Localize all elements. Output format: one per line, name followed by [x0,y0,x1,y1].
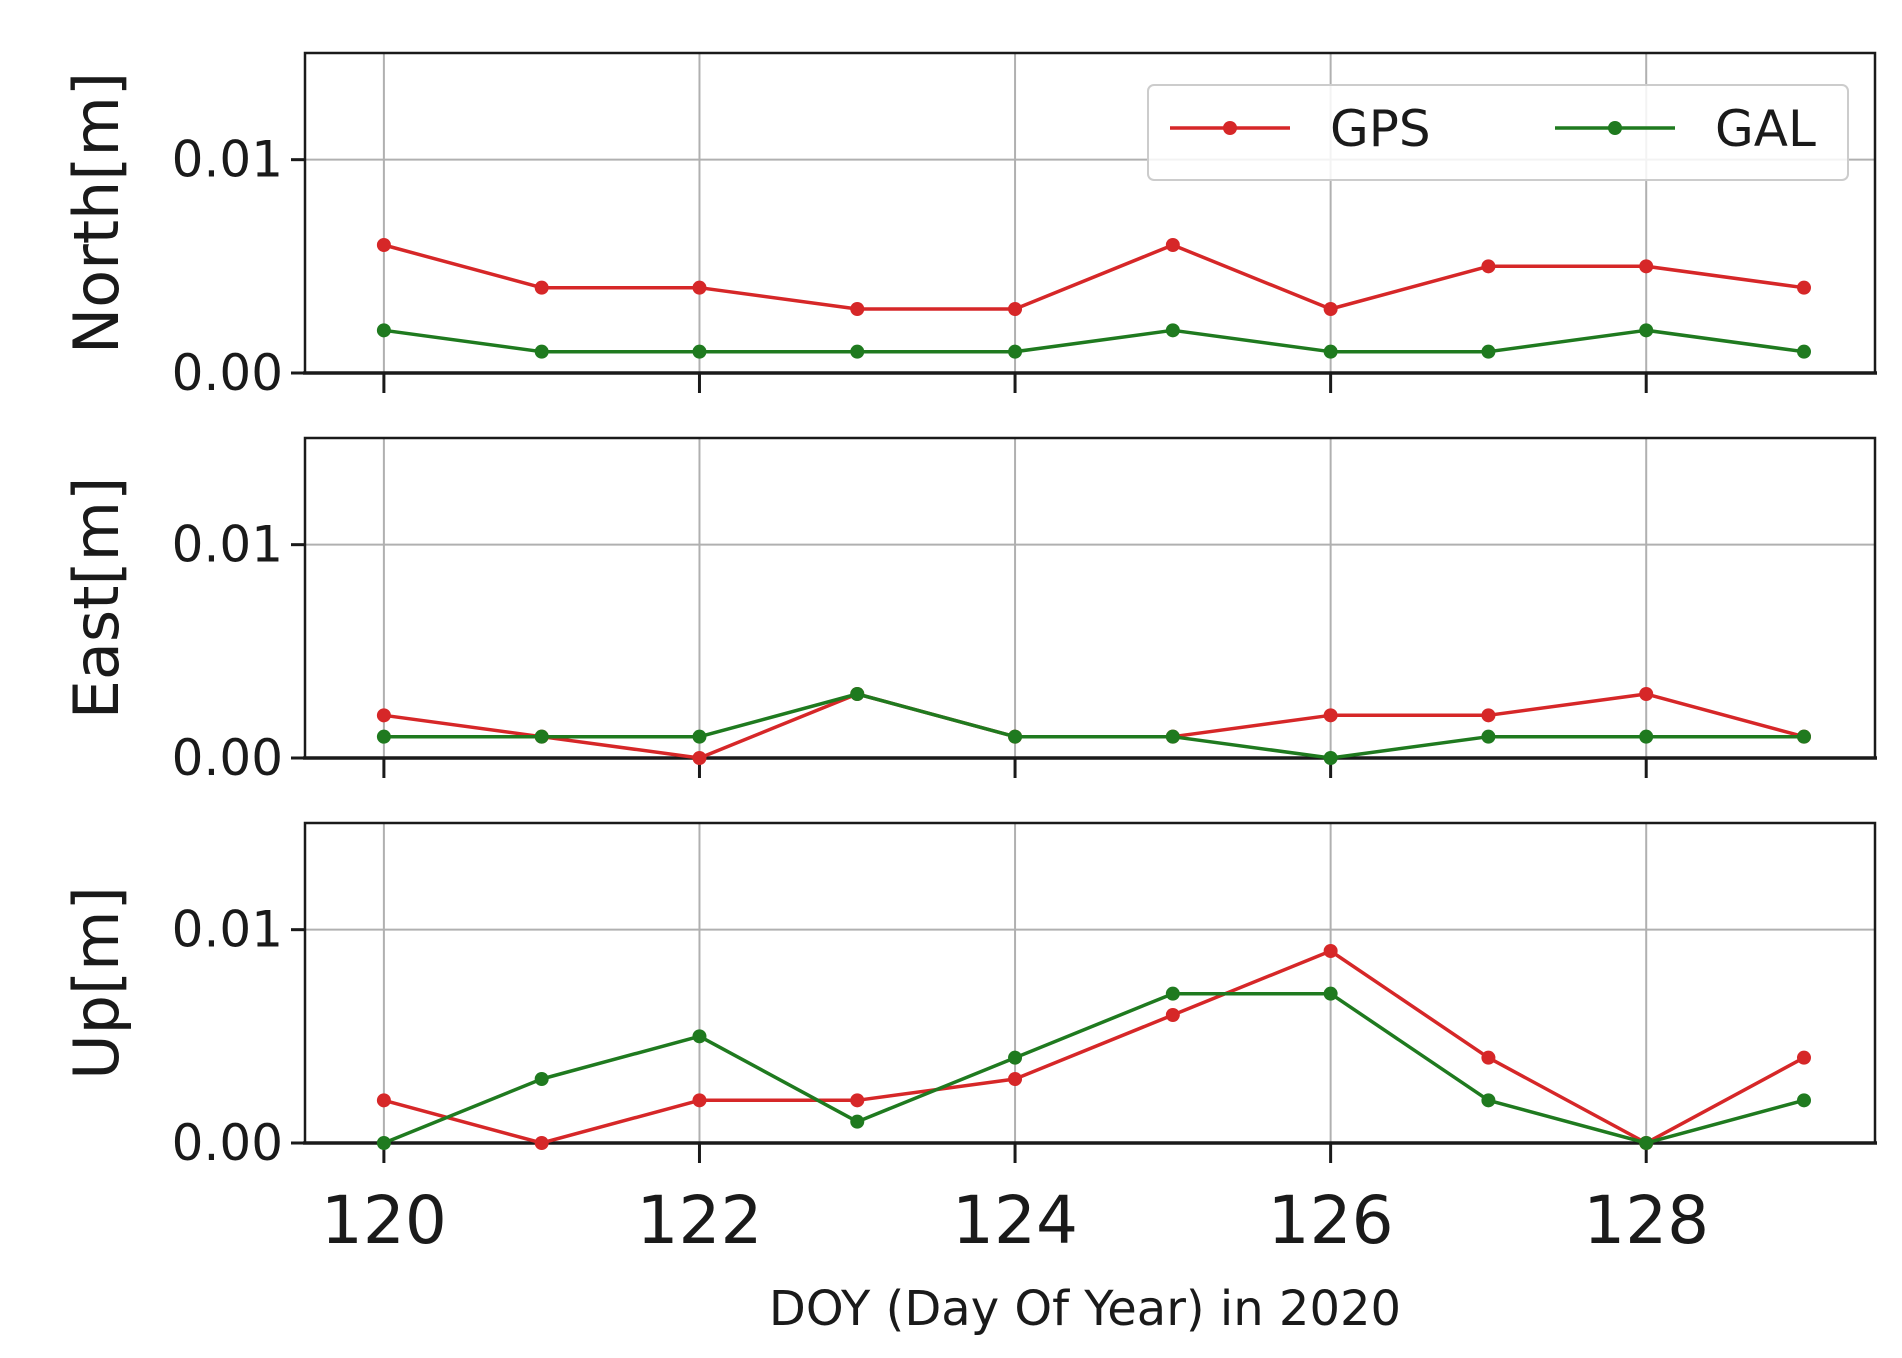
y-tick-label: 0.00 [172,729,283,787]
data-point-gal [1165,986,1180,1001]
data-point-gps [1323,708,1338,723]
data-point-gps [534,1136,549,1150]
y-axis-label: North[m] [60,72,133,354]
data-point-gps [376,238,391,252]
series-line-gal [383,991,1805,1145]
y-axis-label: Up[m] [60,886,133,1080]
data-point-gal [850,344,865,359]
data-point-gal [1639,1136,1654,1150]
data-point-gps [1008,302,1023,316]
plot-area [305,823,1875,1143]
legend: GPS GAL [1147,84,1849,181]
data-point-gps [1796,280,1811,295]
panel-east: 0.00 0.01 East[m] [60,436,1877,787]
data-point-gps [1481,259,1496,274]
data-point-gal [376,729,391,744]
panel-north: 0.00 0.01 North[m] GPS GAL [60,51,1877,402]
data-point-gps [1481,1050,1496,1065]
data-point-gal [1323,986,1338,1001]
y-tick-label: 0.00 [172,344,283,402]
series-line-gps [383,949,1805,1145]
data-point-gps [534,280,549,295]
data-point-gps [1165,1008,1180,1022]
data-point-gal [1165,729,1180,744]
x-tick-label: 122 [636,1182,762,1259]
y-tick-label: 0.01 [172,901,283,959]
data-point-gps [692,280,707,295]
data-point-gal [850,687,865,701]
legend-label-gps: GPS [1330,100,1431,158]
data-point-gal [1008,344,1023,359]
panel-up: 0.00 0.01 Up[m] 120 122 124 126 128 [60,821,1877,1259]
y-tick-label: 0.01 [172,131,283,189]
data-point-gal [692,729,707,744]
data-point-gal [1481,729,1496,744]
x-tick-label: 126 [1268,1182,1394,1259]
legend-marker-gps [1223,121,1237,135]
series-line-gal [383,328,1805,354]
data-point-gps [1323,944,1338,958]
data-point-gal [1639,323,1654,338]
data-point-gps [1165,238,1180,252]
data-point-gal [534,344,549,359]
series-line-gps [383,243,1805,311]
x-tick-label: 124 [952,1182,1078,1259]
data-point-gps [850,1093,865,1108]
plot-area [305,438,1875,758]
data-point-gal [1639,729,1654,744]
data-point-gal [1796,1093,1811,1108]
data-point-gal [534,729,549,744]
data-point-gal [1481,344,1496,359]
data-point-gal [1481,1093,1496,1108]
legend-box [1147,84,1849,181]
data-point-gps [1481,708,1496,723]
series-line-gal [383,692,1804,760]
data-point-gps [1323,302,1338,316]
data-point-gps [1796,1050,1811,1065]
y-axis-label: East[m] [60,477,133,720]
data-point-gal [1165,323,1180,338]
data-point-gal [692,344,707,359]
data-point-gal [1796,344,1811,359]
data-point-gps [692,1093,707,1108]
data-point-gal [850,1114,865,1129]
data-point-gps [850,302,865,316]
x-tick-label: 120 [321,1182,447,1259]
data-point-gps [376,708,391,723]
data-point-gal [376,323,391,338]
data-point-gps [692,751,707,765]
data-point-gal [1008,1050,1023,1065]
data-point-gal [692,1029,707,1044]
data-point-gal [1323,751,1338,765]
legend-label-gal: GAL [1715,100,1816,158]
x-axis-label: DOY (Day Of Year) in 2020 [769,1281,1401,1337]
data-point-gps [1639,687,1654,701]
data-point-gal [1008,729,1023,744]
data-point-gal [376,1136,391,1150]
y-tick-label: 0.01 [172,516,283,574]
data-point-gps [1639,259,1654,274]
data-point-gps [376,1093,391,1108]
data-point-gal [1796,729,1811,744]
y-tick-label: 0.00 [172,1114,283,1172]
data-point-gal [1323,344,1338,359]
data-point-gps [1008,1072,1023,1086]
x-tick-label: 128 [1583,1182,1709,1259]
data-point-gal [534,1072,549,1086]
legend-marker-gal [1608,121,1622,135]
